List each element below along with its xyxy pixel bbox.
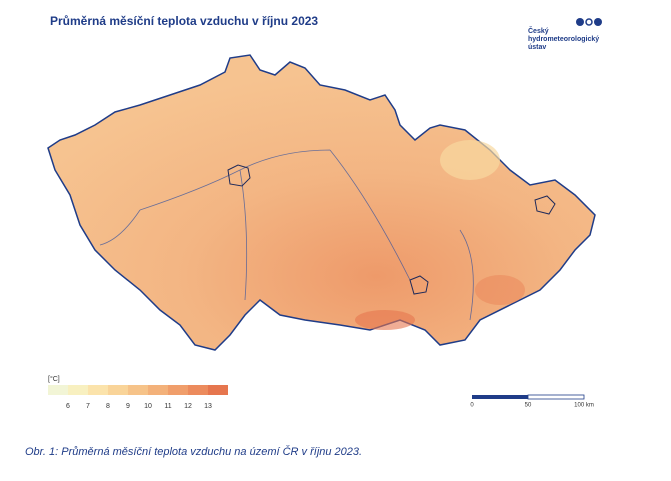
scale-labels: 0 50 100 km xyxy=(470,403,594,409)
legend-tick: 11 xyxy=(164,403,171,410)
warm-area xyxy=(475,275,525,305)
map xyxy=(47,54,596,351)
legend-swatch xyxy=(48,385,68,395)
legend-tick: 9 xyxy=(126,403,130,410)
rivers xyxy=(99,149,474,321)
scale-label: 100 km xyxy=(574,403,594,409)
legend-swatch xyxy=(208,385,228,395)
logo xyxy=(576,18,602,26)
logo-dot xyxy=(594,18,602,26)
scale-segment xyxy=(527,394,585,400)
legend-swatch xyxy=(88,385,108,395)
logo-dot xyxy=(576,18,584,26)
logo-line: Český xyxy=(528,26,549,35)
legend-tick: 6 xyxy=(66,403,70,410)
legend: 6 7 8 9 10 11 12 13 xyxy=(48,385,228,410)
logo-line: ústav xyxy=(528,44,546,51)
caption: Obr. 1: Průměrná měsíční teplota vzduchu… xyxy=(25,445,362,458)
scale-label: 0 xyxy=(470,403,474,409)
logo-dot xyxy=(585,18,593,26)
legend-swatch xyxy=(108,385,128,395)
legend-swatch xyxy=(68,385,88,395)
country-area xyxy=(47,54,596,351)
legend-tick: 7 xyxy=(86,403,90,410)
legend-tick: 8 xyxy=(106,403,110,410)
warm-area xyxy=(355,310,415,330)
cool-area xyxy=(440,140,500,180)
title: Průměrná měsíční teplota vzduchu v říjnu… xyxy=(50,14,318,28)
legend-swatch xyxy=(168,385,188,395)
logo-line: hydrometeorologický xyxy=(528,36,599,43)
legend-swatch xyxy=(128,385,148,395)
cities xyxy=(227,164,556,295)
legend-tick: 13 xyxy=(204,403,212,410)
scale-segment xyxy=(472,395,528,399)
scale-label: 50 xyxy=(525,403,532,409)
legend-swatch xyxy=(148,385,168,395)
legend-tick: 10 xyxy=(144,403,152,410)
legend-unit: [°C] xyxy=(48,375,60,383)
scale-bar xyxy=(472,394,585,400)
legend-swatch xyxy=(188,385,208,395)
legend-tick: 12 xyxy=(184,403,192,410)
